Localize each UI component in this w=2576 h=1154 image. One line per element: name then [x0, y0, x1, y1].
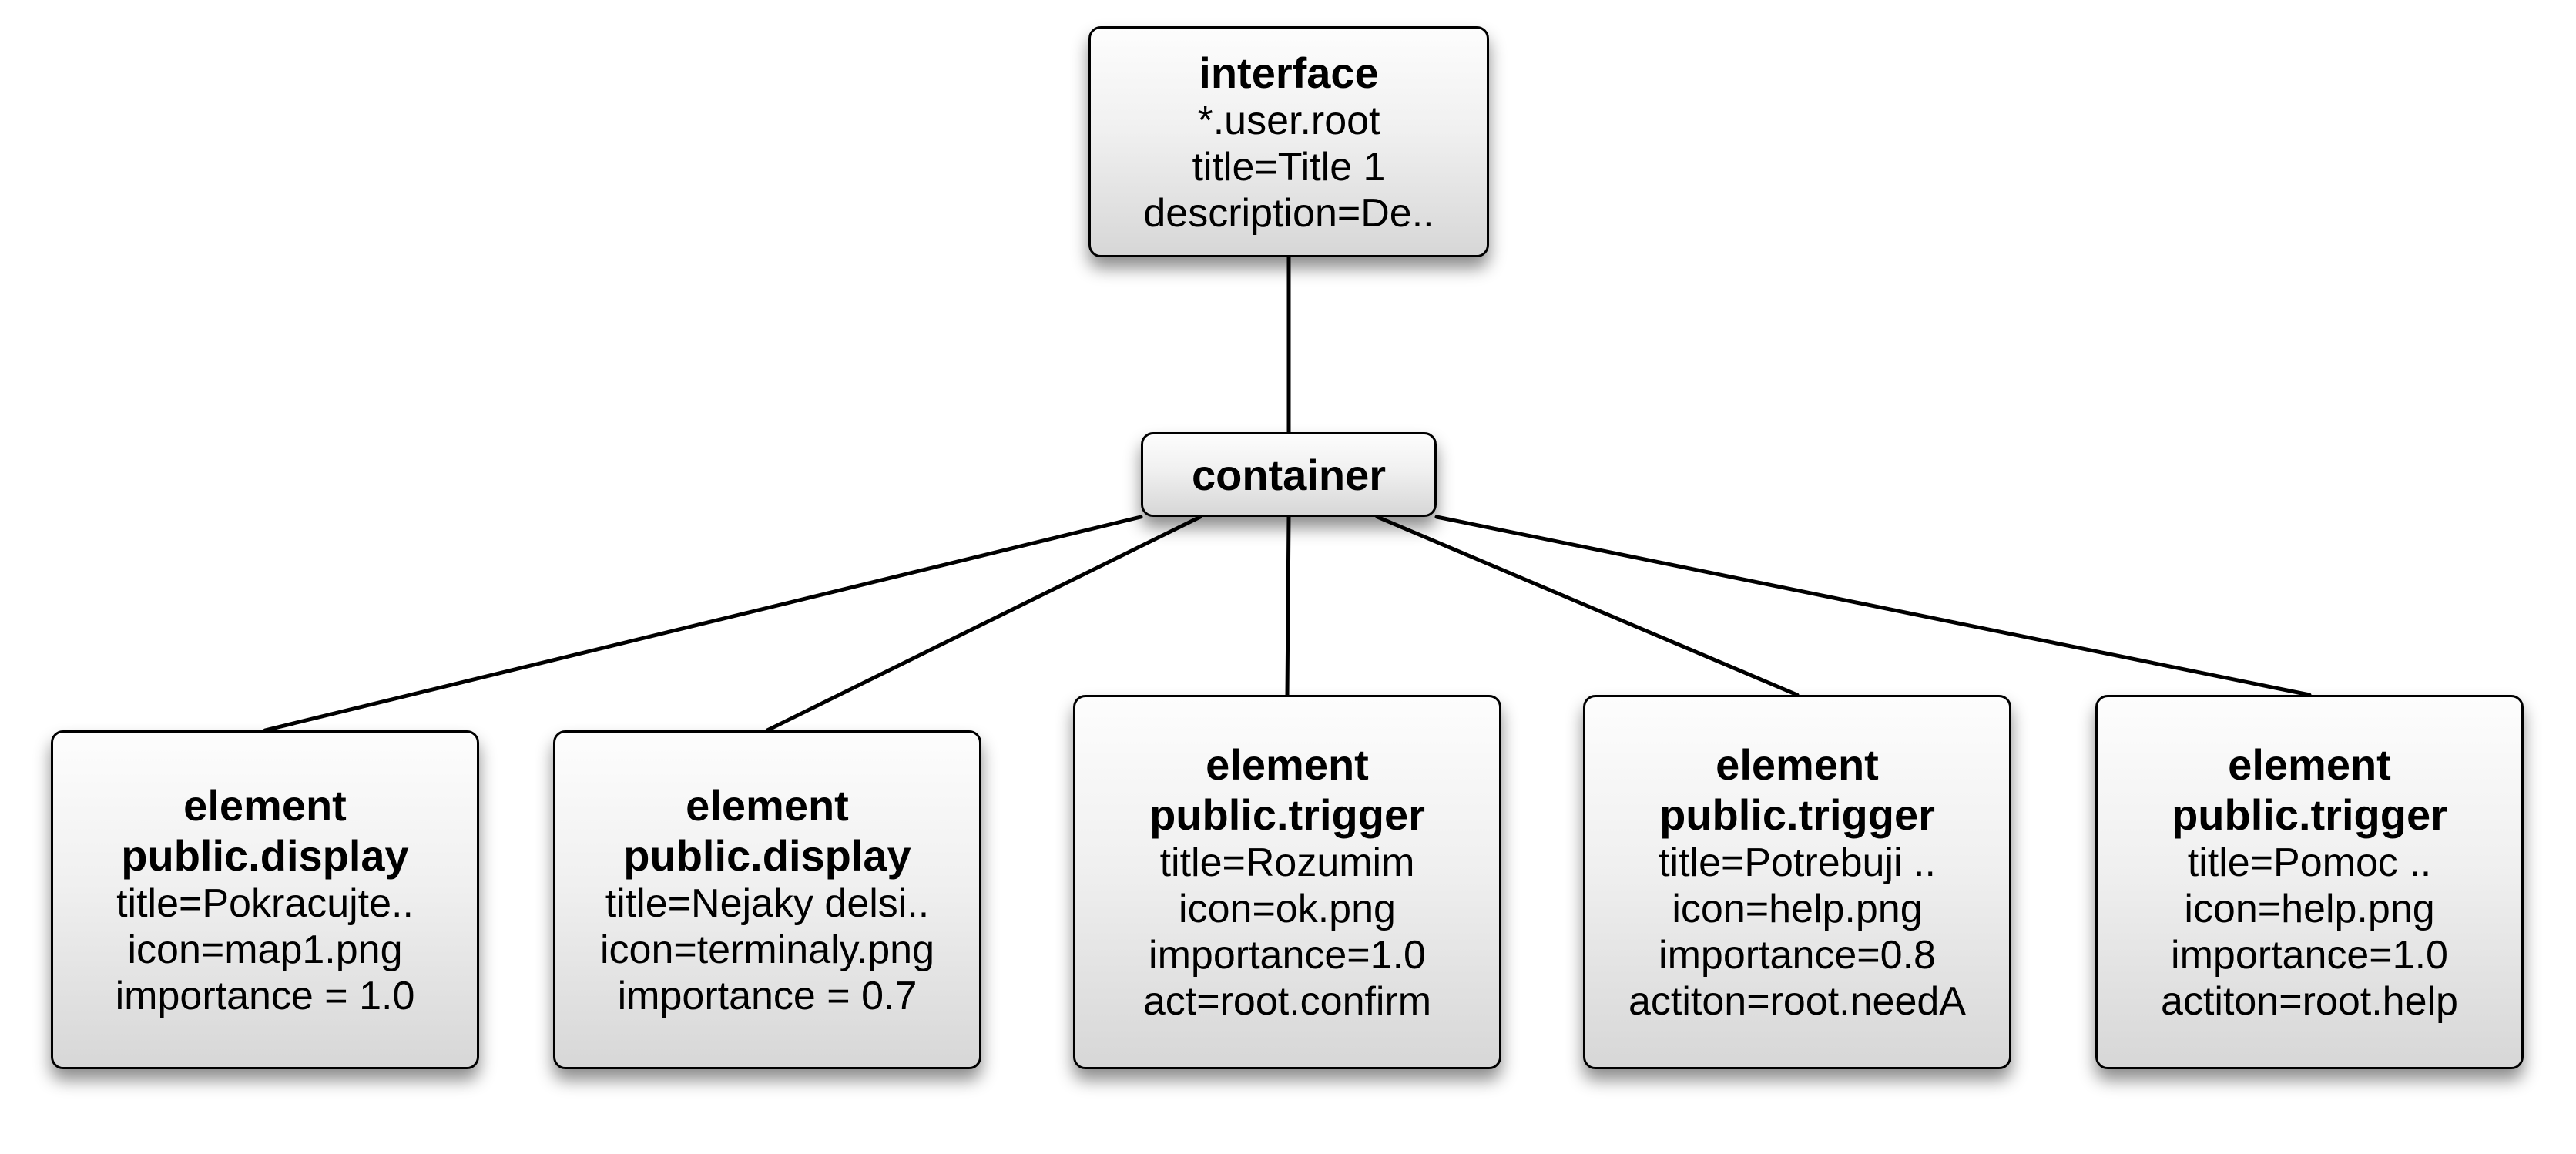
node-leaf4-line0: title=Pomoc ..	[2188, 840, 2431, 886]
node-leaf1-title: element	[686, 780, 849, 830]
node-container: container	[1141, 432, 1437, 517]
node-leaf2-line1: icon=ok.png	[1179, 886, 1396, 932]
node-element-display-0: element public.display title=Pokracujte.…	[51, 730, 479, 1069]
node-leaf0-line0: title=Pokracujte..	[116, 881, 414, 927]
node-leaf0-title2: public.display	[121, 830, 408, 881]
node-element-display-1: element public.display title=Nejaky dels…	[553, 730, 981, 1069]
node-element-trigger-0: element public.trigger title=Rozumim ico…	[1073, 695, 1501, 1069]
edge-container-leaf4	[1437, 517, 2309, 695]
node-leaf3-line3: actiton=root.needA	[1628, 978, 1966, 1025]
node-leaf2-title2: public.trigger	[1149, 790, 1425, 840]
node-interface-line0: *.user.root	[1197, 98, 1380, 144]
edge-container-leaf2	[1287, 517, 1289, 695]
node-leaf2-line0: title=Rozumim	[1160, 840, 1415, 886]
node-leaf3-line1: icon=help.png	[1672, 886, 1922, 932]
node-interface-line1: title=Title 1	[1192, 144, 1386, 190]
node-leaf4-title: element	[2228, 740, 2391, 790]
node-leaf0-line2: importance = 1.0	[116, 973, 415, 1019]
node-leaf1-title2: public.display	[623, 830, 911, 881]
node-leaf4-line1: icon=help.png	[2184, 886, 2434, 932]
node-interface-title: interface	[1199, 48, 1378, 98]
node-element-trigger-1: element public.trigger title=Potrebuji .…	[1583, 695, 2011, 1069]
edge-container-leaf0	[265, 517, 1141, 730]
node-leaf3-title: element	[1716, 740, 1879, 790]
node-leaf2-line2: importance=1.0	[1149, 932, 1426, 978]
node-leaf0-line1: icon=map1.png	[127, 927, 402, 973]
node-interface: interface *.user.root title=Title 1 desc…	[1088, 26, 1489, 257]
node-leaf3-line2: importance=0.8	[1659, 932, 1936, 978]
node-leaf4-title2: public.trigger	[2172, 790, 2447, 840]
node-leaf4-line3: actiton=root.help	[2161, 978, 2458, 1025]
node-leaf2-title: element	[1206, 740, 1369, 790]
node-leaf1-line1: icon=terminaly.png	[600, 927, 934, 973]
node-leaf3-line0: title=Potrebuji ..	[1659, 840, 1936, 886]
node-element-trigger-2: element public.trigger title=Pomoc .. ic…	[2095, 695, 2524, 1069]
node-leaf0-title: element	[183, 780, 347, 830]
node-leaf4-line2: importance=1.0	[2171, 932, 2448, 978]
node-leaf1-line0: title=Nejaky delsi..	[605, 881, 930, 927]
edge-container-leaf3	[1377, 517, 1797, 695]
node-leaf3-title2: public.trigger	[1659, 790, 1935, 840]
node-leaf1-line2: importance = 0.7	[618, 973, 917, 1019]
node-container-title: container	[1192, 450, 1386, 500]
node-interface-line2: description=De..	[1143, 190, 1434, 237]
node-leaf2-line3: act=root.confirm	[1143, 978, 1431, 1025]
